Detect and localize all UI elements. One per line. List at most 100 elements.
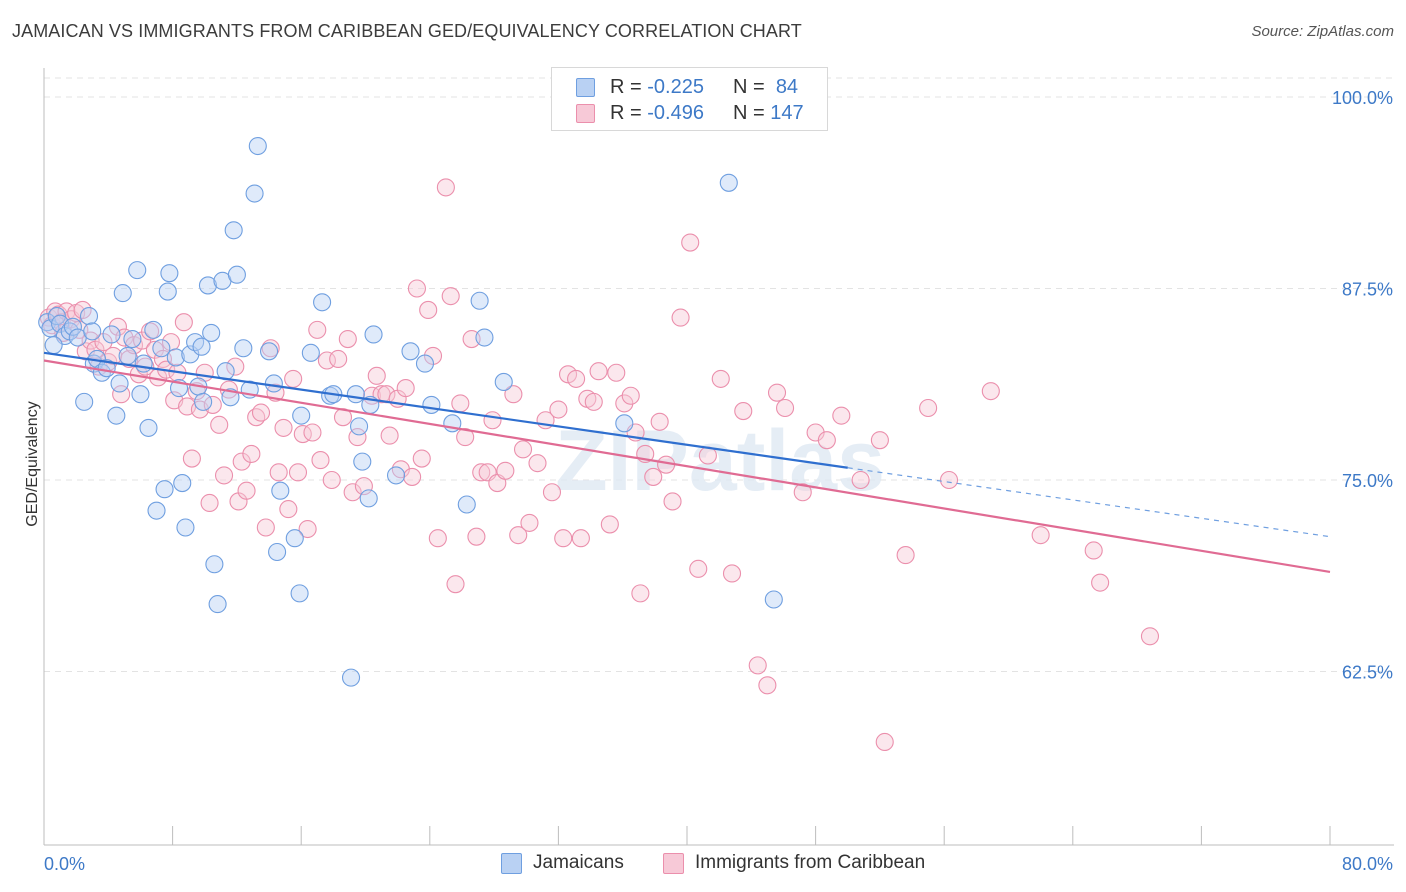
point-caribbean (1084, 541, 1103, 560)
point-caribbean (981, 382, 1000, 401)
point-jamaicans (131, 385, 150, 404)
point-jamaicans (63, 317, 82, 336)
trend-line-jamaicans (43, 351, 848, 469)
point-caribbean (663, 492, 682, 511)
point-caribbean (274, 418, 293, 437)
point-caribbean (261, 339, 280, 358)
point-caribbean (589, 362, 608, 381)
point-caribbean (407, 279, 426, 298)
correlation-legend: R = -0.225 N = 84 R = -0.496 N = 147 (551, 67, 828, 131)
point-caribbean (467, 527, 486, 546)
point-caribbean (396, 379, 415, 398)
point-caribbean (644, 467, 663, 486)
point-jamaicans (192, 337, 211, 356)
point-jamaicans (144, 320, 163, 339)
point-caribbean (214, 466, 234, 485)
point-caribbean (456, 428, 475, 447)
point-jamaicans (271, 481, 290, 500)
point-caribbean (621, 386, 640, 405)
point-jamaicans (123, 330, 142, 349)
point-caribbean (269, 463, 288, 482)
point-jamaicans (194, 392, 213, 411)
point-jamaicans (173, 474, 192, 493)
point-jamaicans (198, 276, 218, 295)
point-jamaicans (719, 173, 738, 192)
point-jamaicans (227, 265, 246, 284)
legend-n-value: 147 (770, 102, 804, 124)
point-caribbean (412, 449, 431, 468)
point-caribbean (251, 403, 271, 422)
point-jamaicans (83, 322, 102, 341)
point-caribbean (108, 317, 127, 336)
point-caribbean (919, 398, 938, 418)
point-jamaicans (353, 452, 372, 471)
point-caribbean (1140, 627, 1160, 646)
point-jamaicans (205, 555, 224, 574)
legend-r-label: R = (610, 76, 642, 98)
point-caribbean (496, 461, 515, 480)
point-caribbean (650, 412, 669, 431)
chart-title: JAMAICAN VS IMMIGRANTS FROM CARIBBEAN GE… (12, 21, 802, 41)
point-caribbean (896, 546, 915, 565)
y-tick-label: 100.0% (1332, 88, 1393, 108)
y-axis-label: GED/Equivalency (24, 401, 41, 526)
axes (43, 68, 1394, 846)
point-caribbean (504, 385, 523, 404)
point-caribbean (403, 467, 422, 486)
point-caribbean (615, 394, 634, 413)
point-caribbean (689, 559, 708, 578)
point-caribbean (600, 515, 619, 534)
point-jamaicans (301, 343, 320, 362)
point-caribbean (317, 351, 336, 370)
point-jamaicans (364, 325, 383, 344)
point-caribbean (329, 349, 348, 369)
point-caribbean (120, 349, 139, 369)
point-caribbean (419, 300, 438, 319)
point-caribbean (542, 483, 562, 502)
point-jamaicans (245, 184, 264, 203)
point-caribbean (509, 526, 528, 545)
point-caribbean (722, 564, 742, 583)
point-jamaicans (313, 293, 332, 312)
point-jamaicans (176, 518, 195, 537)
point-caribbean (734, 402, 753, 421)
point-caribbean (203, 395, 222, 414)
point-caribbean (528, 454, 547, 473)
point-caribbean (571, 529, 590, 548)
point-caribbean (174, 313, 193, 332)
point-caribbean (939, 470, 959, 490)
point-jamaicans (341, 668, 361, 687)
point-caribbean (284, 369, 303, 388)
point-jamaicans (107, 406, 126, 425)
bottom-legend-label: Jamaicans (533, 852, 624, 873)
y-tick-label: 87.5% (1342, 280, 1393, 300)
point-caribbean (232, 452, 251, 471)
point-caribbean (875, 732, 894, 752)
point-jamaicans (113, 284, 132, 303)
x-tick-label: 80.0% (1342, 854, 1393, 874)
point-caribbean (446, 575, 465, 594)
bottom-legend-label: Immigrants from Caribbean (695, 852, 926, 873)
trend-line-caribbean (43, 359, 1331, 574)
point-caribbean (338, 330, 357, 349)
point-jamaicans (155, 480, 174, 499)
legend-swatch-caribbean (576, 104, 595, 123)
point-jamaicans (44, 336, 63, 355)
point-caribbean (681, 233, 700, 252)
point-jamaicans (401, 342, 420, 361)
point-jamaicans (268, 542, 287, 562)
point-caribbean (817, 431, 836, 450)
y-tick-label: 75.0% (1342, 471, 1393, 491)
point-caribbean (513, 440, 533, 459)
x-tick-labels: 0.0% 80.0% (44, 854, 1393, 874)
point-caribbean (549, 400, 568, 419)
point-caribbean (758, 676, 777, 695)
point-jamaicans (147, 501, 166, 520)
point-jamaicans (186, 333, 205, 352)
point-caribbean (308, 320, 327, 339)
point-caribbean (767, 383, 787, 402)
point-jamaicans (158, 282, 177, 301)
point-jamaicans (166, 348, 185, 367)
point-caribbean (748, 656, 767, 675)
